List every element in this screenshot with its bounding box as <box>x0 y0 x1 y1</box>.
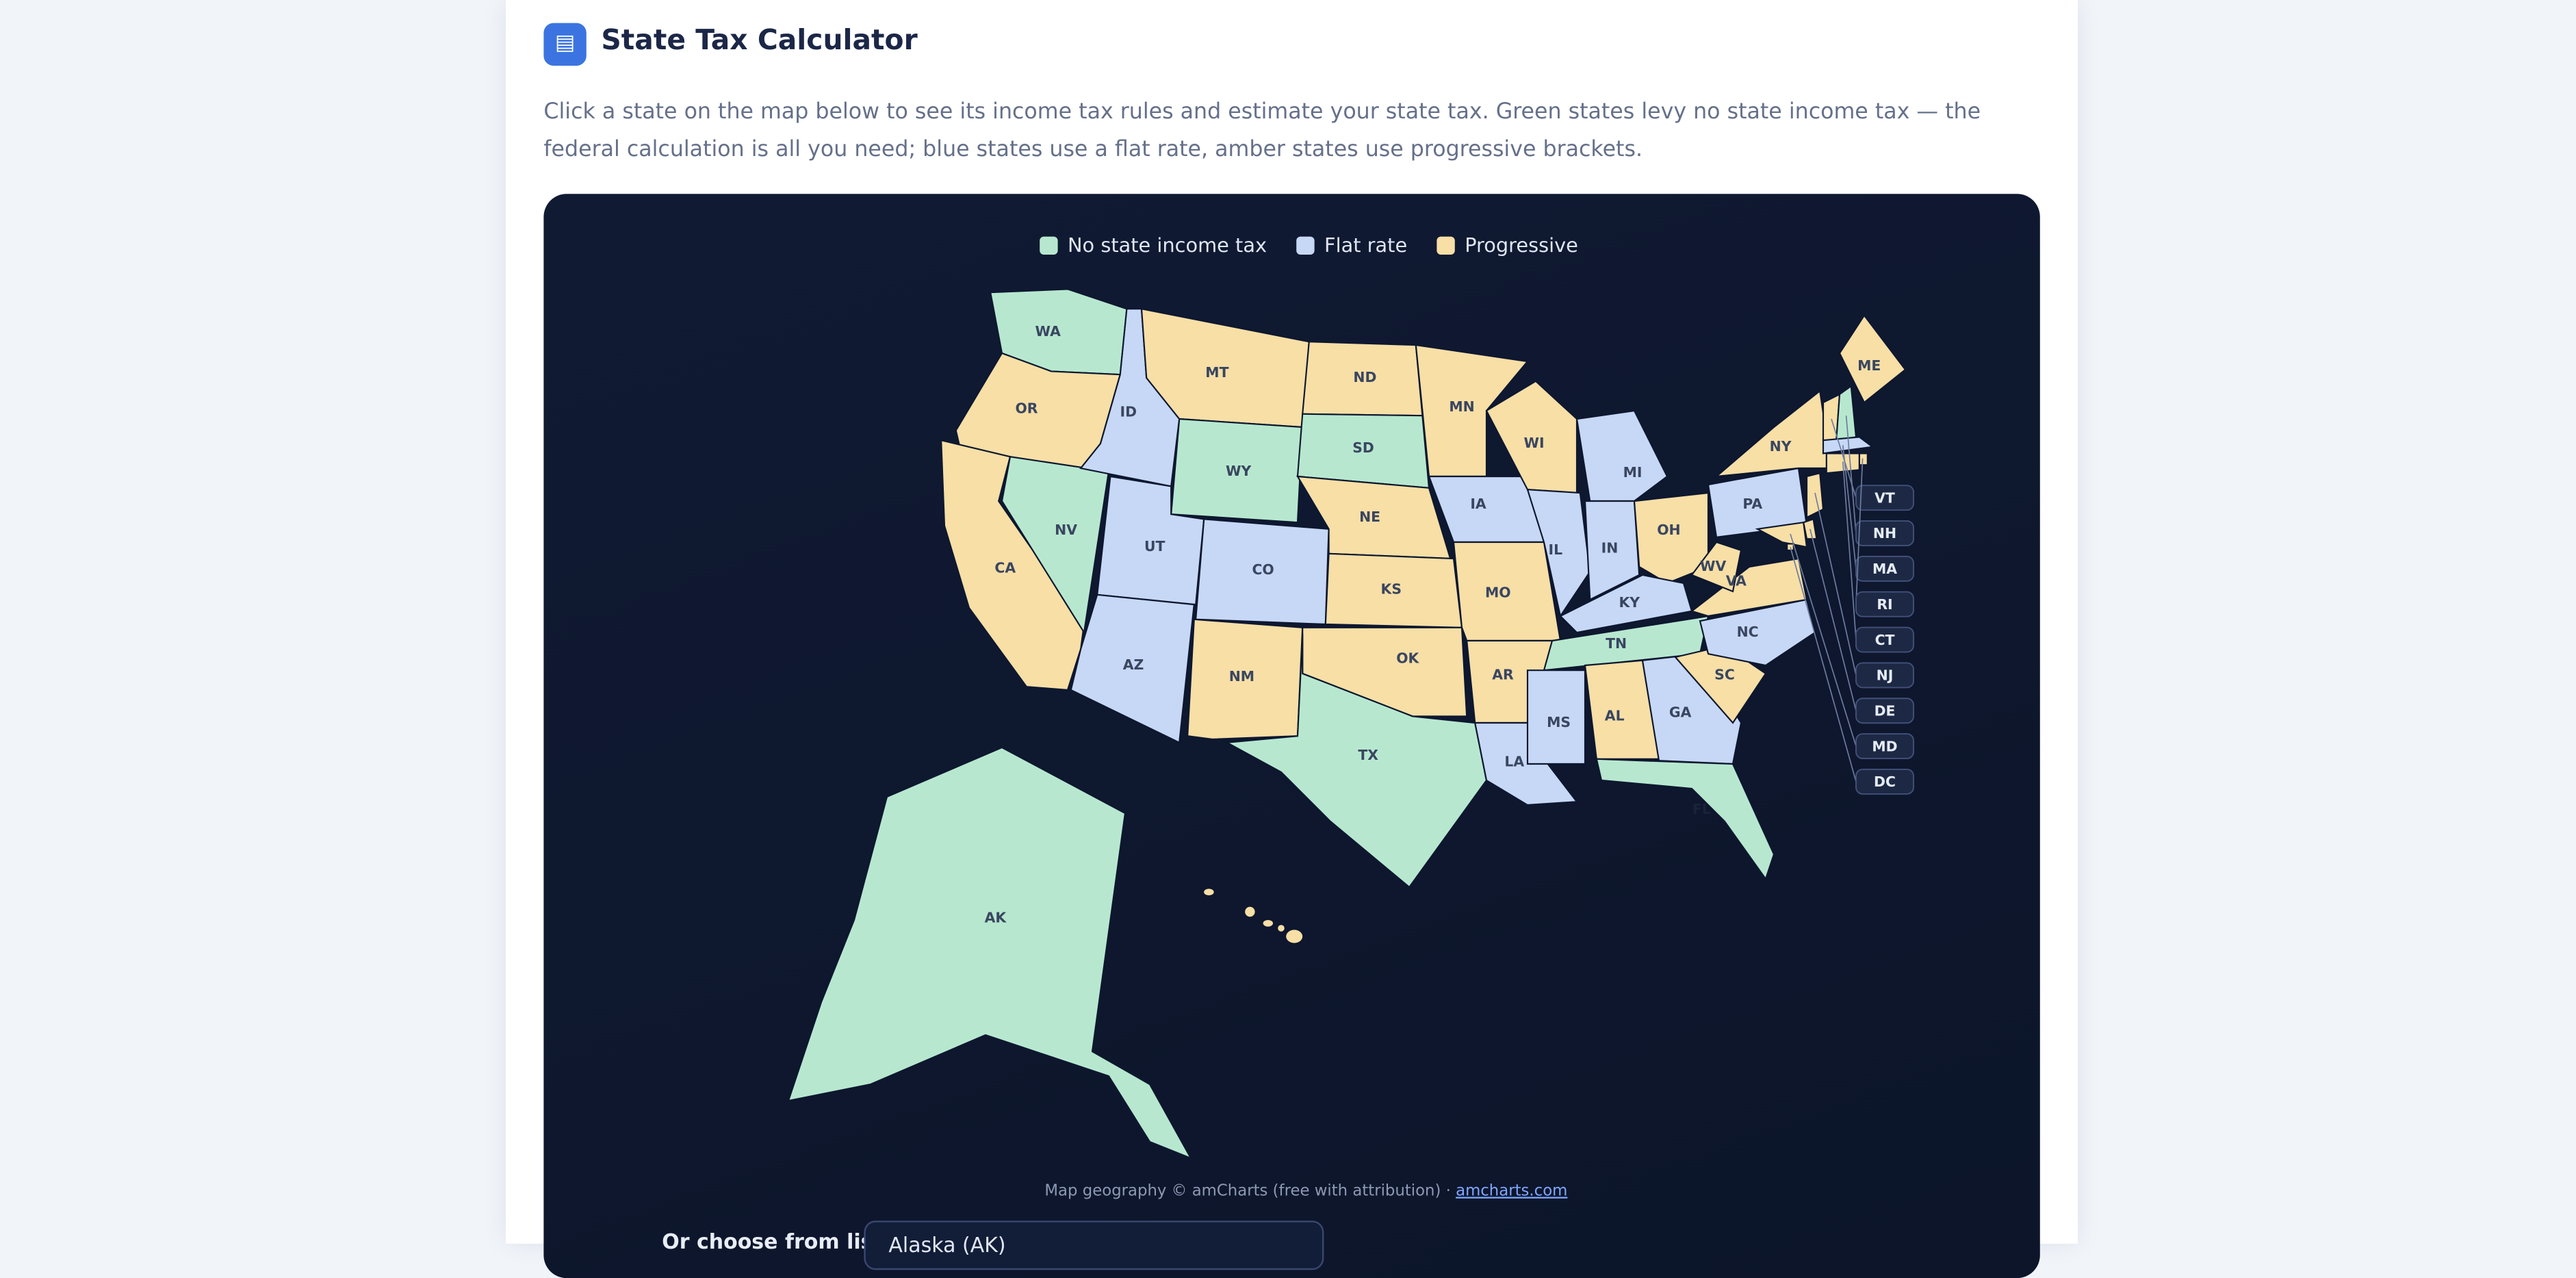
legend-swatch <box>1040 236 1058 255</box>
attribution: Map geography © amCharts (free with attr… <box>1044 1182 1450 1200</box>
title: State Tax Calculator <box>601 25 918 57</box>
state-35[interactable] <box>1690 557 1808 617</box>
callout-box[interactable] <box>1855 698 1914 724</box>
callout-box[interactable] <box>1855 626 1914 653</box>
callout-line <box>1809 528 1857 711</box>
state-40[interactable] <box>787 746 1193 1160</box>
state-32[interactable] <box>1595 758 1775 881</box>
callout-line <box>1790 533 1857 747</box>
state-10[interactable] <box>1187 618 1304 741</box>
legend-label: Progressive <box>1465 233 1578 257</box>
state-23[interactable] <box>1526 489 1591 618</box>
legend-label: Flat rate <box>1324 233 1407 257</box>
state-17[interactable] <box>1415 344 1530 478</box>
state-48[interactable] <box>1755 521 1808 548</box>
callout-box[interactable] <box>1855 662 1914 689</box>
legend-swatch <box>1437 236 1455 255</box>
state-39[interactable] <box>1838 314 1907 404</box>
description: Click a state on the map below to see it… <box>543 100 1981 163</box>
state-38[interactable] <box>1714 389 1833 478</box>
map: No state income tax Flat rate Progressive … <box>787 233 1914 1200</box>
legend-swatch <box>1296 236 1315 255</box>
callout-box[interactable] <box>1855 591 1914 617</box>
callout-line <box>1855 458 1864 604</box>
state-2[interactable] <box>940 439 1085 691</box>
state-29[interactable] <box>1526 669 1586 765</box>
attribution-link[interactable]: amcharts.com <box>1456 1182 1567 1200</box>
callout-line <box>1842 461 1857 640</box>
callout-box[interactable] <box>1855 768 1914 795</box>
state-12[interactable] <box>1296 413 1430 489</box>
stage: ▤ State Tax Calculator Click a state on … <box>506 0 2078 1278</box>
state-36[interactable] <box>1690 541 1742 593</box>
page: ▤ State Tax Calculator Click a state on … <box>506 0 2078 1278</box>
callout-line <box>1845 416 1857 534</box>
state-select[interactable]: Alaska (AK) <box>864 1221 1324 1270</box>
state-26[interactable] <box>1633 491 1710 585</box>
state-43[interactable] <box>1822 436 1875 455</box>
callout-box[interactable] <box>1855 520 1914 547</box>
state-8[interactable] <box>1070 593 1195 744</box>
state-25[interactable] <box>1584 500 1640 601</box>
callout-box[interactable] <box>1855 733 1914 760</box>
callout-line <box>1790 546 1857 782</box>
hawaii[interactable] <box>1204 889 1303 943</box>
state-24[interactable] <box>1575 409 1669 502</box>
state-44[interactable] <box>1858 452 1868 466</box>
callout-box[interactable] <box>1855 485 1914 511</box>
callout-line <box>1842 445 1857 569</box>
state-3[interactable] <box>1001 455 1110 635</box>
picker-label: Or choose from list <box>662 1229 883 1254</box>
state-42[interactable] <box>1836 385 1857 442</box>
state-11[interactable] <box>1302 341 1424 417</box>
state-14[interactable] <box>1324 552 1463 628</box>
callout-line <box>1814 492 1857 676</box>
state-22[interactable] <box>1485 380 1578 494</box>
state-9[interactable] <box>1195 518 1330 626</box>
state-19[interactable] <box>1452 541 1562 642</box>
legend-label: No state income tax <box>1068 233 1267 257</box>
callout-box[interactable] <box>1855 555 1914 582</box>
state-6[interactable] <box>1170 418 1304 524</box>
state-27[interactable] <box>1559 574 1693 634</box>
state-16[interactable] <box>1224 634 1488 889</box>
app-icon: ▤ <box>543 23 587 66</box>
